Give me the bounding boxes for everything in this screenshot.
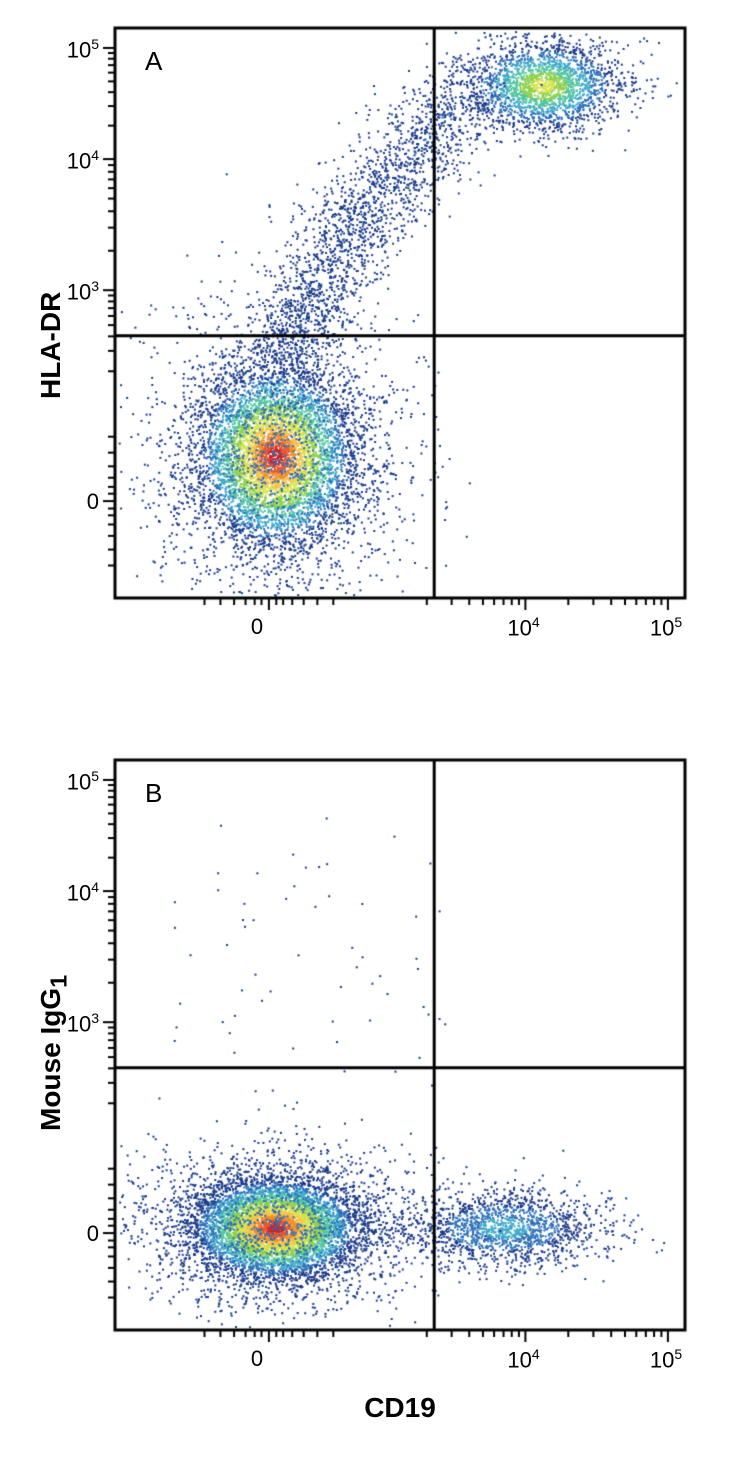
y-tick-label: 105 <box>67 36 99 63</box>
y-tick-label: 104 <box>67 147 99 174</box>
y-tick-label: 103 <box>67 278 99 305</box>
y-tick-label: 0 <box>87 489 99 515</box>
x-tick-label: 104 <box>507 1346 539 1373</box>
y-tick-label: 105 <box>67 768 99 795</box>
x-tick-label: 105 <box>650 1346 682 1373</box>
y-axis-label-B: Mouse IgG1 <box>35 974 73 1130</box>
panel-label-A: A <box>145 46 162 77</box>
x-tick-label: 0 <box>251 1346 263 1372</box>
panel-label-B: B <box>145 778 162 809</box>
x-tick-label: 0 <box>251 614 263 640</box>
flow-cytometry-plot-B <box>0 740 738 1400</box>
figure-container: A HLA-DR 0 104 105 0 103 104 105 B Mouse IgG1 0 104 1… <box>0 0 738 1470</box>
y-tick-label: 103 <box>67 1010 99 1037</box>
y-tick-label: 104 <box>67 879 99 906</box>
flow-cytometry-plot-A <box>0 8 738 668</box>
x-axis-label: CD19 <box>300 1392 500 1424</box>
y-tick-label: 0 <box>87 1221 99 1247</box>
x-tick-label: 104 <box>507 614 539 641</box>
x-tick-label: 105 <box>650 614 682 641</box>
y-axis-label-A: HLA-DR <box>35 291 67 398</box>
